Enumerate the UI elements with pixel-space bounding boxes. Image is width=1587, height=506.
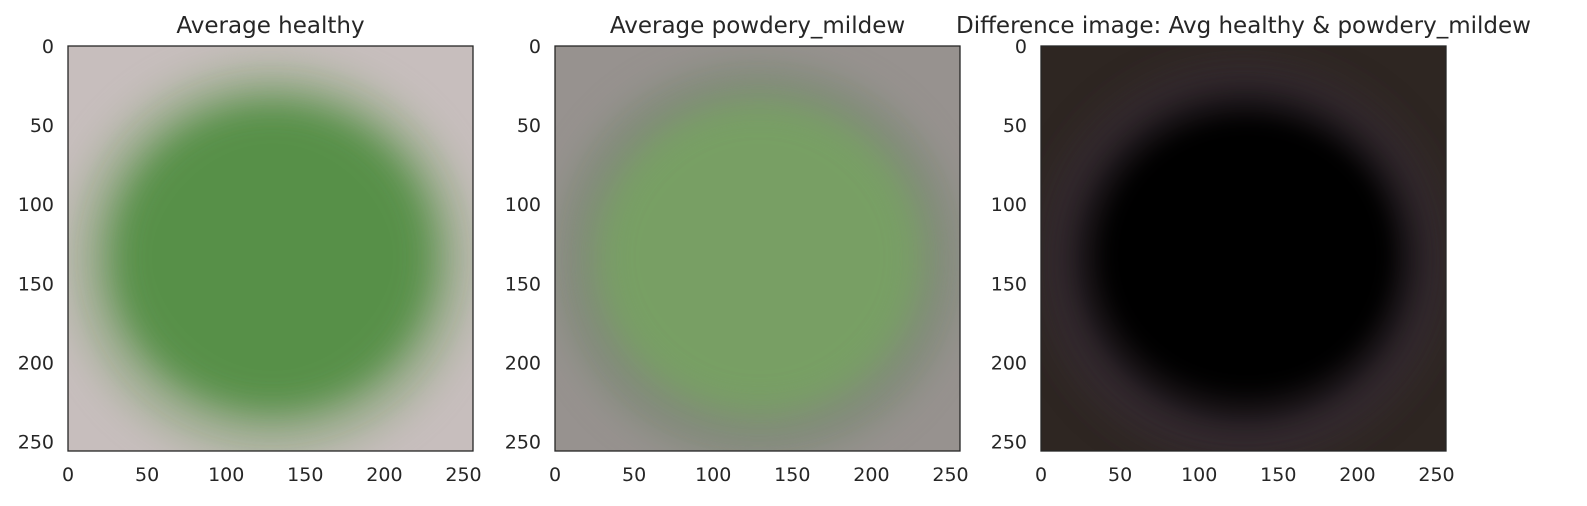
x-tick-label: 50	[135, 464, 159, 486]
y-tick-label: 150	[991, 273, 1027, 295]
panel-title: Average powdery_mildew	[610, 13, 905, 39]
y-tick-label: 100	[505, 194, 541, 216]
x-tick-label: 150	[774, 464, 810, 486]
axes-frame	[67, 45, 474, 452]
y-tick-label: 50	[30, 115, 54, 137]
panel-2: Average powdery_mildew 0 50 100 150 200 250 0 50…	[505, 13, 969, 486]
x-tick-label: 250	[1418, 464, 1454, 486]
y-tick-label: 150	[18, 273, 54, 295]
y-tick-label: 150	[505, 273, 541, 295]
x-tick-label: 200	[1339, 464, 1375, 486]
y-tick-label: 50	[1003, 115, 1027, 137]
panel-title: Average healthy	[176, 13, 364, 39]
image-area	[1041, 46, 1446, 451]
image-area	[555, 46, 960, 451]
y-tick-label: 250	[18, 432, 54, 454]
panel-1: Average healthy 0 50 100 150 200 250 0 50 100 150 2…	[18, 13, 482, 486]
x-tick-label: 100	[1181, 464, 1217, 486]
x-tick-label: 0	[62, 464, 74, 486]
x-tick-label: 50	[622, 464, 646, 486]
x-tick-label: 200	[853, 464, 889, 486]
y-tick-label: 0	[529, 36, 541, 58]
y-tick-label: 200	[18, 352, 54, 374]
y-tick-label: 0	[1015, 36, 1027, 58]
x-tick-label: 200	[366, 464, 402, 486]
y-tick-label: 200	[505, 352, 541, 374]
x-tick-label: 250	[445, 464, 481, 486]
y-tick-label: 200	[991, 352, 1027, 374]
x-tick-label: 50	[1108, 464, 1132, 486]
y-tick-label: 100	[991, 194, 1027, 216]
y-tick-label: 250	[991, 432, 1027, 454]
image-area	[68, 46, 473, 451]
axes-frame	[554, 45, 961, 452]
leaf-blob	[594, 98, 925, 416]
y-tick-label: 50	[517, 115, 541, 137]
x-tick-label: 0	[549, 464, 561, 486]
y-tick-label: 100	[18, 194, 54, 216]
axes-frame	[1040, 45, 1447, 452]
panel-title: Difference image: Avg healthy & powdery_…	[956, 13, 1531, 39]
x-tick-label: 0	[1035, 464, 1047, 486]
y-tick-label: 0	[42, 36, 54, 58]
leaf-blob	[107, 98, 438, 416]
y-tick-label: 250	[505, 432, 541, 454]
x-tick-label: 100	[695, 464, 731, 486]
panel-3: Difference image: Avg healthy & powdery_…	[956, 13, 1531, 486]
x-tick-label: 150	[287, 464, 323, 486]
x-tick-label: 250	[932, 464, 968, 486]
x-tick-label: 100	[208, 464, 244, 486]
x-tick-label: 150	[1260, 464, 1296, 486]
leaf-core	[1108, 125, 1387, 385]
